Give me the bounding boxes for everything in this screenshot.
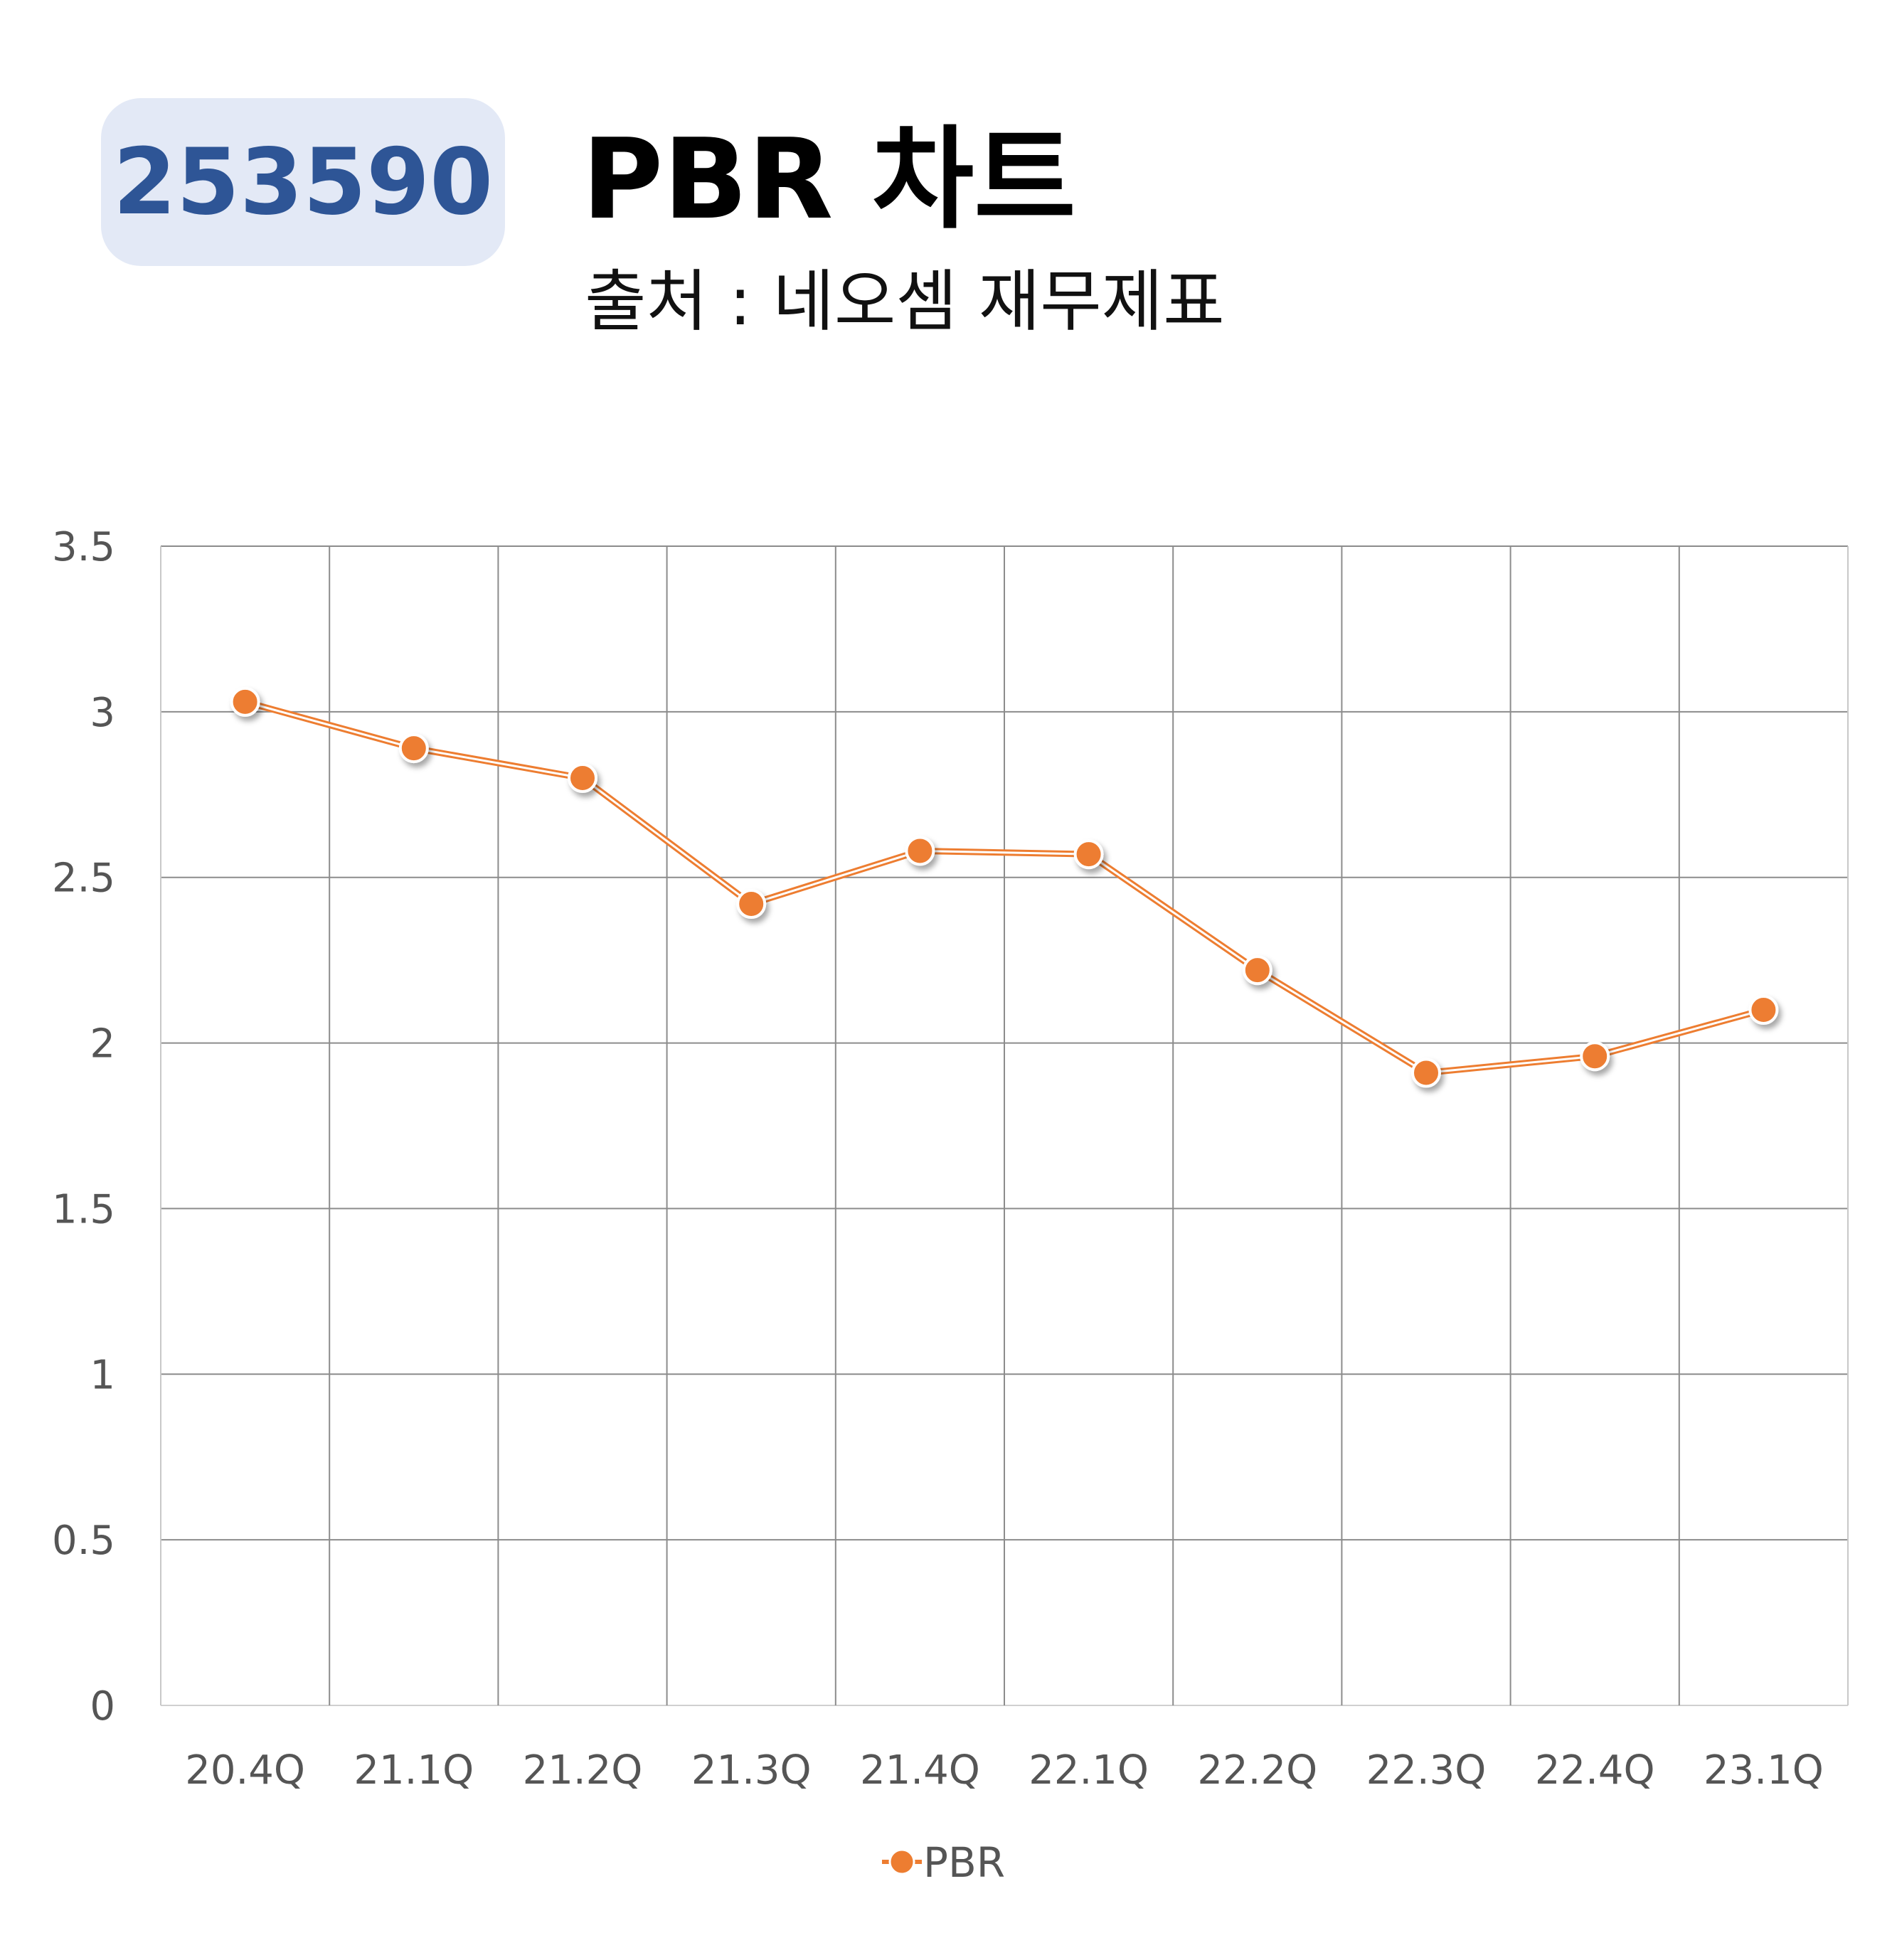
- y-tick-label: 0: [90, 1683, 115, 1730]
- chart-title: PBR 차트: [582, 114, 1076, 244]
- y-tick-label: 1.5: [52, 1186, 115, 1232]
- x-tick-label: 21.1Q: [354, 1747, 474, 1794]
- x-tick-label: 23.1Q: [1704, 1747, 1824, 1794]
- data-point: [736, 888, 767, 919]
- x-tick-label: 22.2Q: [1197, 1747, 1317, 1794]
- x-tick-label: 21.3Q: [691, 1747, 812, 1794]
- y-tick-label: 2.5: [52, 856, 115, 902]
- data-point: [230, 686, 260, 717]
- chart-subtitle: 출처 : 네오셈 재무제표: [585, 263, 1225, 341]
- y-tick-label: 1: [90, 1352, 115, 1398]
- x-tick-label: 22.3Q: [1366, 1747, 1487, 1794]
- x-tick-label: 21.2Q: [523, 1747, 643, 1794]
- x-tick-label: 20.4Q: [185, 1747, 305, 1794]
- legend-label: PBR: [923, 1838, 1005, 1887]
- data-point: [1748, 995, 1779, 1025]
- stock-code-badge: 253590: [101, 98, 505, 266]
- data-point: [1411, 1058, 1441, 1088]
- y-tick-label: 0.5: [52, 1518, 115, 1564]
- y-tick-label: 3.5: [52, 524, 115, 570]
- y-tick-label: 3: [90, 690, 115, 736]
- data-point: [905, 836, 935, 866]
- x-tick-label: 22.1Q: [1029, 1747, 1149, 1794]
- data-point: [1580, 1041, 1610, 1072]
- data-point: [568, 763, 597, 793]
- chart-grid: [160, 545, 1849, 1706]
- data-point: [1242, 955, 1272, 986]
- stock-code: 253590: [112, 129, 494, 235]
- chart-legend: PBR: [882, 1838, 1005, 1887]
- legend-marker: [888, 1848, 915, 1875]
- x-tick-label: 22.4Q: [1535, 1747, 1655, 1794]
- y-axis-ticks: 0 0.5 1 1.5 2 2.5 3 3.5: [52, 524, 115, 1730]
- series-line-inner: [245, 701, 1764, 1074]
- x-tick-label: 21.4Q: [860, 1747, 980, 1794]
- y-tick-label: 2: [90, 1021, 115, 1067]
- data-point: [398, 733, 429, 764]
- data-point: [1073, 839, 1104, 870]
- series-pbr: [230, 686, 1779, 1088]
- x-axis-ticks: 20.4Q 21.1Q 21.2Q 21.3Q 21.4Q 22.1Q 22.2Q 22.3Q…: [185, 1747, 1824, 1794]
